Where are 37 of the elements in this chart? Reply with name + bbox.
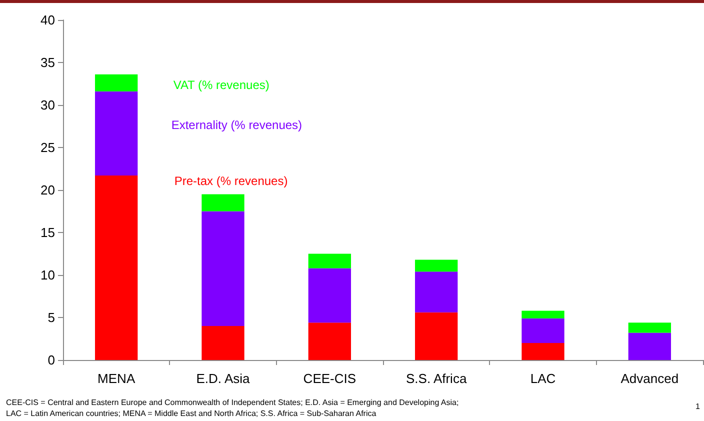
bar <box>202 326 244 360</box>
y-tick-label: 30 <box>40 98 55 112</box>
bar <box>202 194 244 212</box>
text: VAT (% revenues) <box>173 78 270 92</box>
bar <box>202 211 244 326</box>
y-tick-label: 40 <box>40 12 55 28</box>
y-tick-label: 10 <box>40 268 55 282</box>
text: Pre-tax (% revenues) <box>174 174 288 188</box>
bar <box>415 272 458 312</box>
bar <box>522 343 564 360</box>
x-tick-label: LAC <box>530 371 556 386</box>
bar <box>522 318 564 343</box>
text: 1 <box>696 401 700 412</box>
bar <box>308 254 351 268</box>
x-tick-label: E.D. Asia <box>196 371 250 386</box>
y-tick-label: 0 <box>48 352 55 368</box>
x-tick-label: Advanced <box>620 371 679 386</box>
x-tick-label: CEE-CIS <box>303 371 356 386</box>
x-tick-label: MENA <box>98 371 136 386</box>
bar <box>95 91 138 176</box>
text: CEE-CIS = Central and Eastern Europe and Commonwealth of Independent States; E.D. Asia = Emerging and Developing Asia; LAC = Latin American countries; MENA = Middle East and North Africa; S.S. Africa = Sub-Saharan Africa <box>6 397 459 419</box>
bar <box>415 260 458 272</box>
y-tick-label: 25 <box>40 140 55 155</box>
bar <box>308 322 351 360</box>
text: Externality (% revenues) <box>171 118 302 132</box>
bar <box>415 312 458 360</box>
bar <box>522 310 564 318</box>
bar <box>628 332 671 360</box>
bar <box>628 322 671 333</box>
bar <box>308 268 351 323</box>
y-tick-label: 15 <box>40 225 55 240</box>
bar <box>95 74 138 92</box>
y-tick-label: 20 <box>40 182 55 198</box>
y-tick-label: 35 <box>40 55 55 70</box>
y-tick-label: 5 <box>48 310 55 325</box>
bar <box>95 176 138 360</box>
x-tick-label: S.S. Africa <box>406 371 468 386</box>
